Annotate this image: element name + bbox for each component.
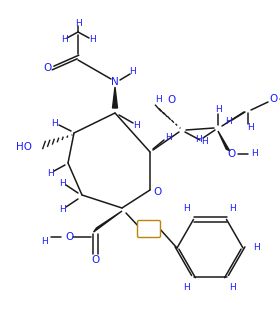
FancyBboxPatch shape	[137, 220, 160, 237]
Text: H: H	[61, 36, 67, 45]
Text: HO: HO	[16, 142, 32, 152]
Text: H: H	[253, 243, 259, 253]
Text: H: H	[52, 118, 58, 127]
Text: H: H	[47, 169, 53, 178]
Polygon shape	[94, 211, 122, 232]
Text: H: H	[184, 204, 190, 213]
Text: O: O	[270, 94, 278, 104]
Polygon shape	[218, 131, 230, 151]
Text: H: H	[59, 205, 65, 214]
Text: H: H	[130, 68, 136, 77]
Text: O: O	[43, 63, 51, 73]
Text: H: H	[248, 123, 254, 132]
Text: H: H	[196, 135, 202, 144]
Text: H: H	[89, 36, 95, 45]
Polygon shape	[113, 87, 118, 108]
Text: H: H	[155, 95, 161, 104]
Text: H: H	[215, 105, 221, 114]
Text: H: H	[225, 117, 231, 126]
Text: O: O	[91, 255, 99, 265]
Text: O: O	[65, 232, 73, 242]
Text: H: H	[165, 132, 171, 141]
Text: O: O	[154, 187, 162, 197]
Text: H: H	[184, 283, 190, 292]
Text: H: H	[230, 204, 236, 213]
Text: H: H	[230, 283, 236, 292]
Text: H: H	[201, 138, 207, 147]
Text: H: H	[251, 149, 257, 158]
Text: N: N	[111, 77, 119, 87]
Text: H: H	[75, 20, 81, 29]
Text: Se: Se	[143, 223, 155, 233]
Text: O: O	[167, 95, 175, 105]
Text: H: H	[59, 179, 65, 188]
Text: H: H	[42, 237, 48, 246]
Text: O: O	[228, 149, 236, 159]
Text: H: H	[134, 121, 140, 130]
